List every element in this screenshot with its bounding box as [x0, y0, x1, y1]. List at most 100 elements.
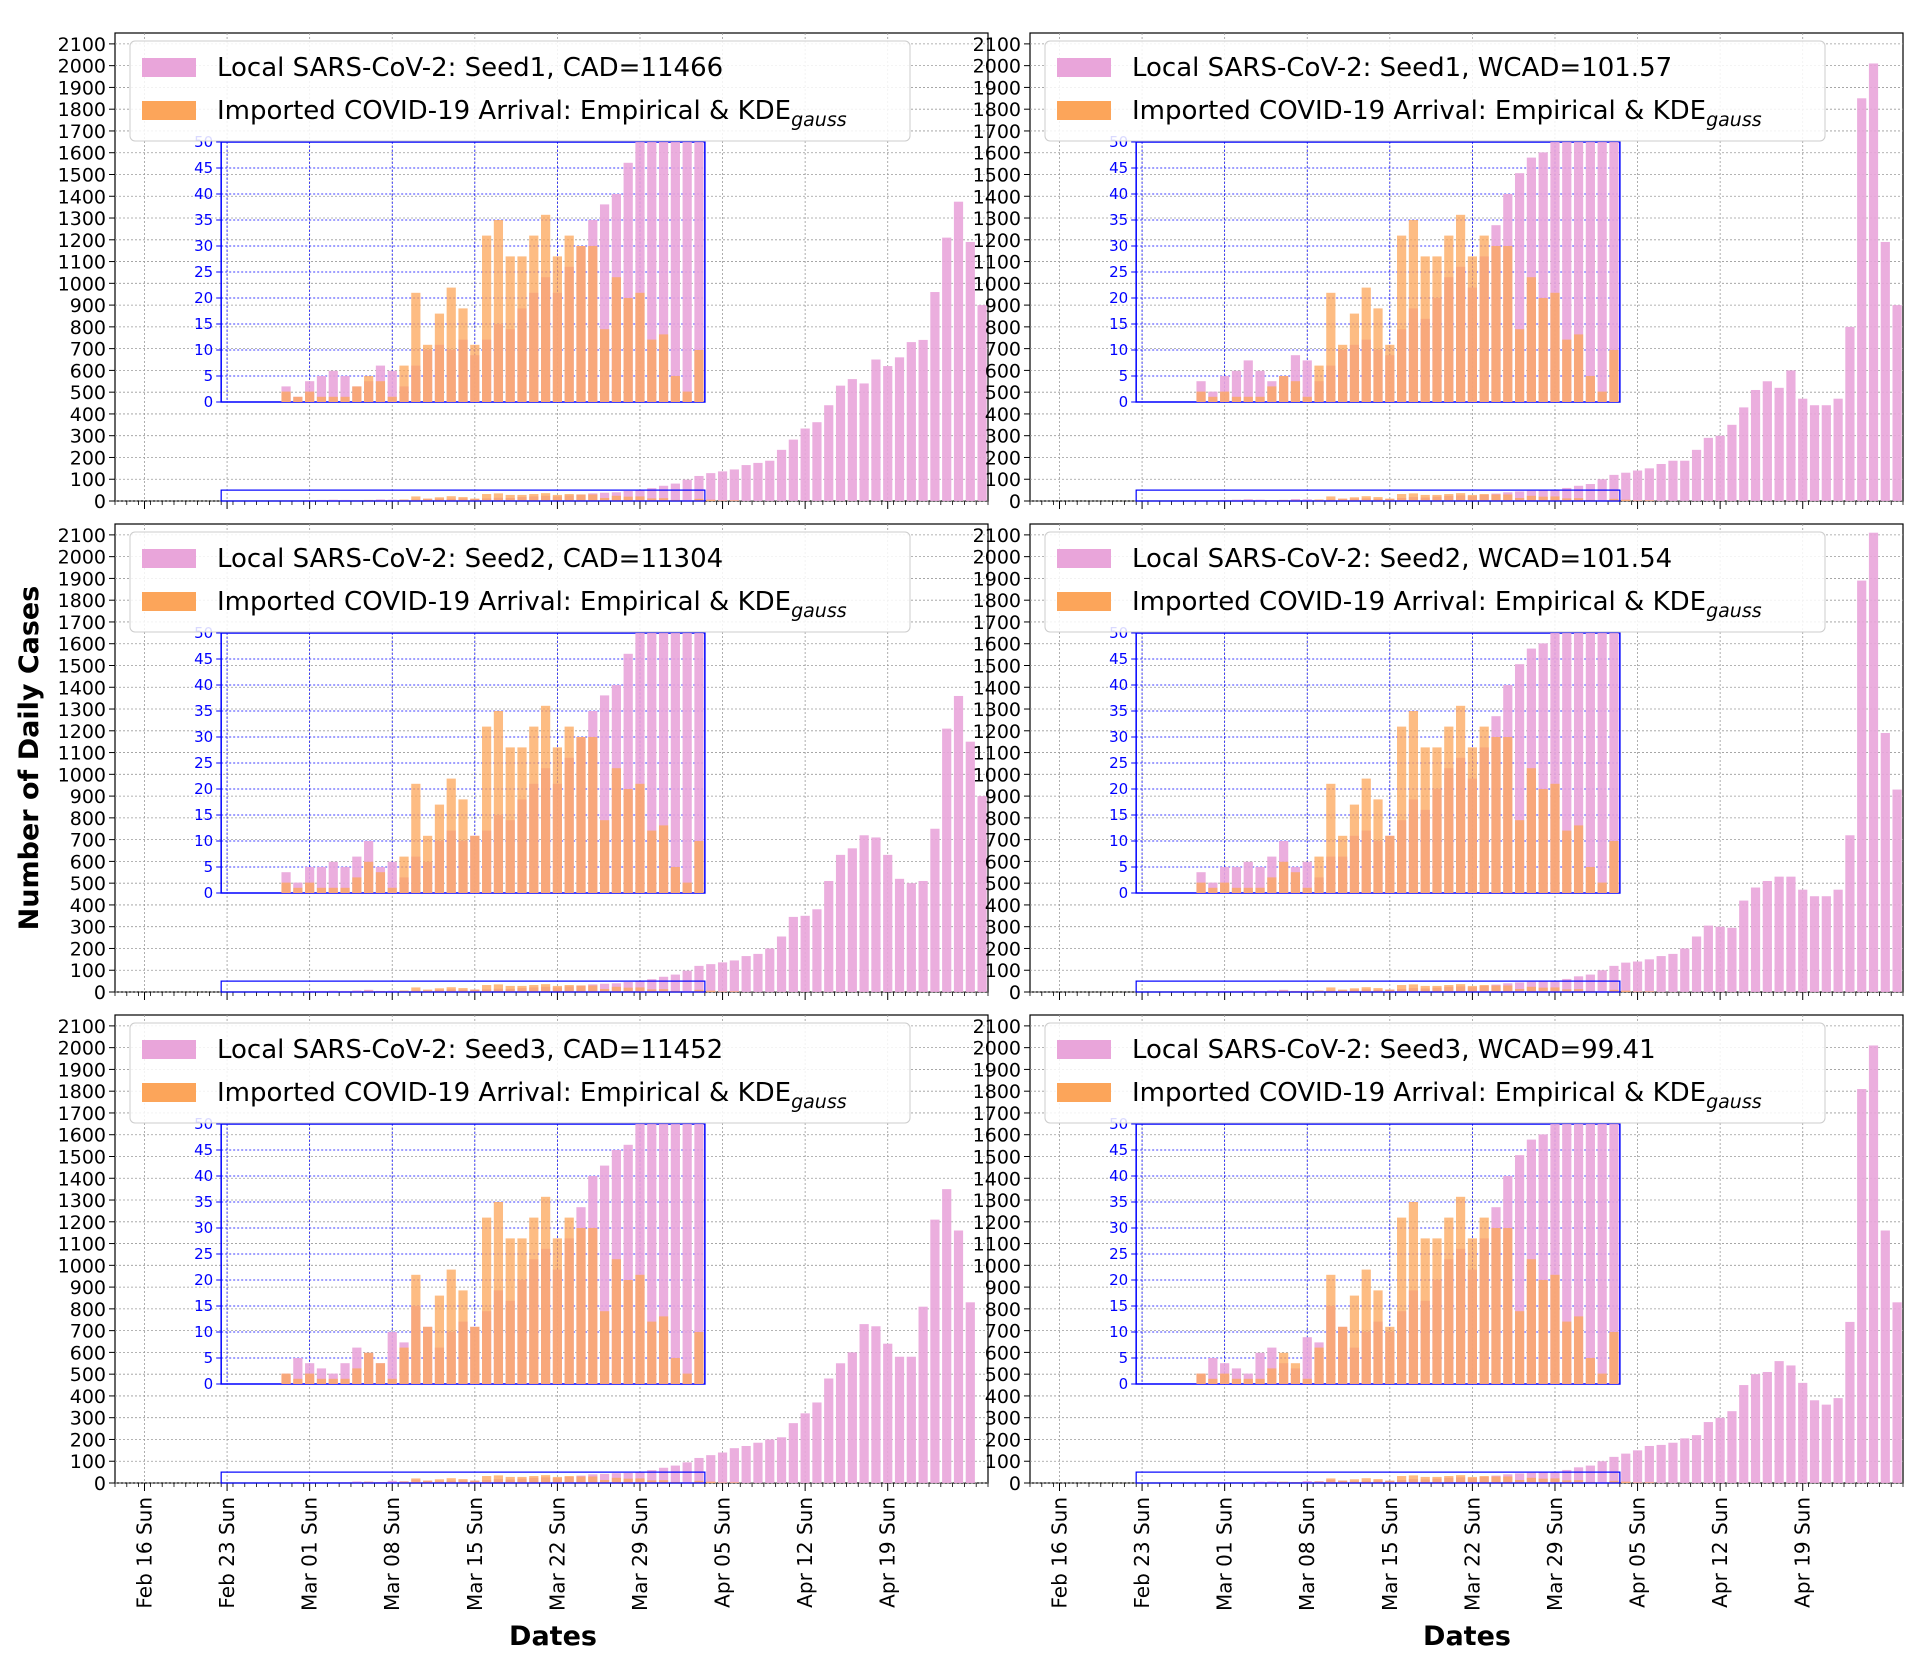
chart3-inset-ytick-label: 0: [204, 884, 214, 902]
chart6-inset-ytick-label: 40: [1109, 1167, 1128, 1185]
chart4-local-bar: [1656, 956, 1666, 992]
chart4-ytick-label: 1800: [973, 590, 1021, 612]
chart5-legend: Local SARS-CoV-2: Seed3, CAD=11452 Import…: [129, 1022, 911, 1124]
chart6-xtick-label: Feb 23 Sun: [1130, 1497, 1154, 1609]
chart6-ytick-label: 800: [985, 1299, 1021, 1321]
chart5-imported-bar: [694, 1480, 704, 1483]
chart1-local-bar: [387, 499, 397, 501]
chart3-imported-bar: [399, 990, 409, 992]
chart3-local-bar: [847, 848, 857, 992]
chart3-inset-imported-bar: [281, 882, 291, 893]
chart2-inset-imported-bar: [1279, 376, 1289, 402]
chart4-local-bar: [1798, 889, 1808, 992]
chart3-local-bar: [328, 990, 338, 992]
chart6-local-bar: [1868, 1045, 1879, 1483]
chart4-inset-imported-bar: [1479, 726, 1489, 893]
chart1-ytick-label: 1400: [58, 186, 106, 208]
chart4-local-bar: [1857, 580, 1867, 992]
chart2-ytick-label: 1200: [973, 230, 1021, 252]
chart3-legend-imported-sub: gauss: [791, 600, 847, 622]
chart1-imported-bar: [706, 499, 716, 501]
chart5-inset-imported-bar: [670, 1358, 680, 1384]
chart6-local-bar: [1514, 1473, 1525, 1483]
chart5-ytick-label: 100: [70, 1451, 106, 1473]
chart4-legend-box: [1044, 531, 1826, 633]
chart3-inset-imported-bar: [517, 747, 527, 893]
chart6-local-bar: [1845, 1321, 1855, 1483]
chart3-inset-imported-bar: [611, 768, 621, 893]
chart3-inset-imported-bar: [305, 882, 315, 893]
chart6-ytick-label: 2100: [973, 1016, 1021, 1038]
chart6-ytick-label: 2000: [973, 1038, 1021, 1060]
chart5-inset-local-bar: [387, 1332, 397, 1384]
chart3-inset-imported-bar: [328, 887, 338, 893]
chart6-xtick-label: Mar 22 Sun: [1460, 1497, 1484, 1611]
chart3-ytick-label: 1100: [58, 743, 106, 765]
chart6-inset-ytick-label: 25: [1109, 1245, 1128, 1263]
chart4-inset-imported-bar: [1279, 861, 1289, 893]
chart5-imported-bar: [482, 1476, 492, 1483]
chart1-local-bar: [776, 449, 787, 501]
chart4-local-bar: [1715, 926, 1725, 992]
chart6-local-bar: [1892, 1302, 1902, 1483]
chart2-ytick-label: 400: [985, 404, 1021, 426]
chart6-legend-local: Local SARS-CoV-2: Seed3, WCAD=99.41: [1132, 1035, 1656, 1065]
chart2-inset-local-bar: [1538, 152, 1548, 402]
chart1-imported-bar: [635, 496, 645, 501]
chart6-local-bar: [1632, 1450, 1643, 1483]
chart2-local-bar: [1538, 490, 1548, 501]
chart4-inset-ytick-label: 25: [1109, 754, 1128, 772]
chart1-ytick-label: 1000: [58, 273, 106, 295]
chart1-inset-local-bar: [328, 370, 338, 402]
chart5-legend-imported-text: Imported COVID-19 Arrival: Empirical & K…: [217, 1078, 791, 1108]
chart4-inset-imported-bar: [1326, 783, 1336, 893]
chart6-local-bar: [1644, 1445, 1654, 1483]
chart4-inset-imported-bar: [1231, 887, 1242, 893]
chart4-inset-local-bar: [1220, 867, 1230, 893]
chart3-local-bar: [883, 854, 893, 992]
chart6-imported-bar: [1467, 1476, 1477, 1483]
chart6-inset-imported-bar: [1290, 1363, 1301, 1384]
chart4-local-bar: [1573, 976, 1584, 992]
chart1-local-bar: [741, 465, 751, 501]
chart6-ytick-label: 1400: [973, 1168, 1021, 1190]
chart1-legend: Local SARS-CoV-2: Seed1, CAD=11466 Import…: [129, 40, 911, 142]
chart3-local-bar: [352, 990, 362, 992]
chart4-inset-imported-bar: [1456, 705, 1466, 893]
chart4-local-bar: [1880, 732, 1890, 992]
chart3-inset-imported-bar: [694, 841, 704, 893]
chart4-ytick-label: 1100: [973, 743, 1021, 765]
chart4-local-bar: [1621, 962, 1631, 992]
chart3-inset-imported-bar: [411, 783, 421, 893]
chart6-xtick-label: Feb 16 Sun: [1047, 1497, 1071, 1609]
chart6-imported-bar: [1526, 1477, 1536, 1483]
chart4-local-bar: [1609, 965, 1619, 992]
chart2-legend-imported-text: Imported COVID-19 Arrival: Empirical & K…: [1132, 96, 1706, 126]
chart5-local-bar: [706, 1455, 716, 1483]
chart5-local-bar: [658, 1467, 669, 1483]
chart4-inset-imported-bar: [1573, 825, 1584, 893]
chart6-imported-bar: [1408, 1475, 1419, 1483]
chart6-inset-imported-bar: [1444, 1217, 1454, 1384]
chart2-imported-bar: [1326, 496, 1336, 501]
chart4-inset-ytick-label: 45: [1109, 650, 1128, 668]
chart1-inset-imported-bar: [694, 350, 704, 402]
chart3-imported-bar: [482, 985, 492, 992]
chart1-ytick-label: 1100: [58, 252, 106, 274]
chart3-local-bar: [859, 835, 869, 992]
chart4-inset-local-bar: [1514, 664, 1525, 893]
chart5-inset-imported-bar: [340, 1378, 350, 1384]
chart6-legend-imported-sub: gauss: [1706, 1091, 1762, 1113]
chart2-imported-bar: [1408, 493, 1419, 501]
chart1-inset-imported-bar: [399, 365, 409, 402]
chart6-xtick-label: Mar 01 Sun: [1213, 1497, 1237, 1611]
chart6-local-bar: [1739, 1385, 1749, 1483]
chart4-inset-imported-bar: [1550, 783, 1560, 893]
chart2-inset-ytick-label: 30: [1109, 237, 1128, 255]
chart4-inset-imported-bar: [1491, 737, 1501, 893]
chart3-ytick-label: 1800: [58, 590, 106, 612]
chart6-inset-imported-bar: [1231, 1378, 1242, 1384]
chart4-ytick-label: 500: [985, 873, 1021, 895]
chart3-imported-bar: [599, 988, 610, 992]
